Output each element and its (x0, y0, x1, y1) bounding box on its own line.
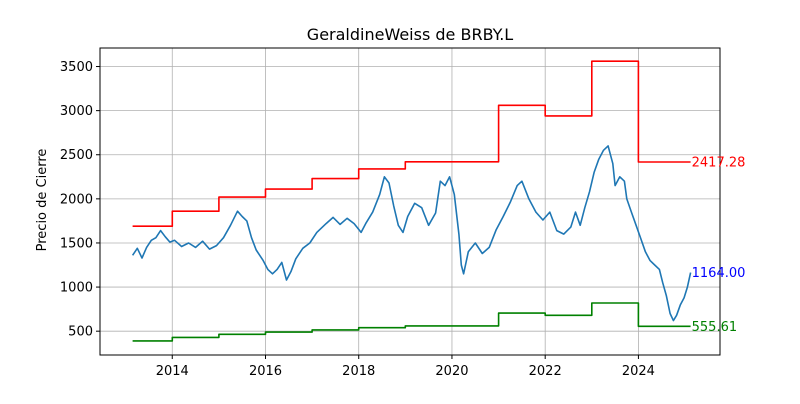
value-label: 1164.00 (692, 266, 746, 281)
x-tick-label: 2014 (156, 364, 189, 379)
series-line-price (131, 145, 692, 322)
series-line-undervalued (132, 302, 691, 342)
series-layer (131, 60, 692, 342)
x-tick-label: 2018 (342, 364, 375, 379)
y-tick-label: 500 (68, 325, 93, 340)
y-tick-label: 2500 (60, 148, 93, 163)
y-tick-label: 3000 (60, 104, 93, 119)
x-tick-label: 2024 (622, 364, 655, 379)
chart-title: GeraldineWeiss de BRBY.L (307, 25, 513, 44)
value-label: 2417.28 (692, 156, 746, 171)
y-tick-label: 2000 (60, 192, 93, 207)
y-tick-label: 3500 (60, 60, 93, 75)
axis-ticks: 2014 2016 2018 2020 2022 2024 500 1000 1500 2000 2… (60, 60, 655, 379)
plot-frame (99, 47, 721, 356)
value-label: 555.61 (692, 320, 738, 335)
x-tick-label: 2016 (249, 364, 282, 379)
y-axis-label: Precio de Cierre (35, 149, 50, 252)
y-tick-label: 1500 (60, 236, 93, 251)
series-line-overvalued (132, 60, 691, 227)
x-tick-label: 2022 (529, 364, 562, 379)
x-tick-label: 2020 (435, 364, 468, 379)
annotations: 2417.28 1164.00 555.61 (692, 156, 746, 335)
y-tick-label: 1000 (60, 281, 93, 296)
